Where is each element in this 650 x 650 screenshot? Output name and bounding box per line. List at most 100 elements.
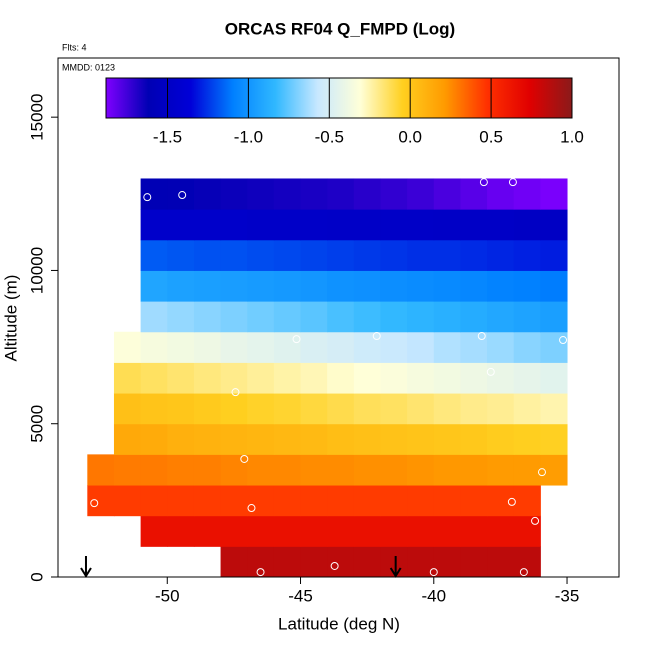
heat-cell [327, 485, 355, 517]
heat-cell [380, 270, 408, 302]
flight-point [559, 336, 568, 345]
heat-cell [353, 301, 381, 333]
heat-cell [460, 270, 488, 302]
heat-cell [433, 362, 461, 394]
colorbar-tick-label: 0.0 [398, 127, 422, 146]
heat-cell [113, 454, 142, 486]
flight-point [292, 335, 301, 344]
x-tick-label: -35 [555, 586, 580, 605]
heat-cell [247, 239, 275, 271]
heat-cell [487, 209, 515, 241]
flight-point [330, 561, 339, 570]
x-tick-label: -40 [421, 586, 446, 605]
heat-cell [353, 239, 381, 271]
heat-cell [513, 515, 541, 547]
heat-cell [300, 393, 328, 425]
heat-cell [220, 393, 248, 425]
heat-cell [167, 331, 195, 363]
heat-cell [513, 301, 541, 333]
heat-cell [513, 239, 541, 271]
flight-point [479, 178, 488, 187]
heat-cell [487, 178, 515, 210]
heat-cell [273, 301, 302, 333]
heat-cell [113, 331, 142, 363]
heat-cell [113, 393, 142, 425]
heat-cell [433, 485, 461, 517]
heat-cell [327, 331, 355, 363]
heat-cell [247, 362, 275, 394]
heat-cell [300, 362, 328, 394]
heat-cell [460, 209, 488, 241]
flight-point [104, 407, 113, 416]
heat-cell [220, 515, 248, 547]
heat-cell [113, 423, 142, 455]
heat-cell [407, 515, 435, 547]
heat-cell [220, 178, 248, 210]
heat-cell [273, 362, 302, 394]
heat-cell [353, 546, 381, 578]
heat-cell [220, 209, 248, 241]
heat-cell [140, 239, 168, 271]
heat-cell [460, 454, 488, 486]
chart-title: ORCAS RF04 Q_FMPD (Log) [225, 19, 455, 38]
heat-cell [113, 485, 142, 517]
heat-cell [140, 393, 168, 425]
heat-cell [407, 362, 435, 394]
colorbar-tick-label: 0.5 [479, 127, 503, 146]
heat-cell [300, 239, 328, 271]
arrow [389, 556, 402, 578]
heat-cell [460, 393, 488, 425]
heat-cell [247, 301, 275, 333]
heat-cell [540, 209, 568, 241]
heat-cell [433, 393, 461, 425]
heat-cell [247, 209, 275, 241]
subtitle: Flts: 4 [62, 42, 87, 52]
heat-cell [407, 209, 435, 241]
heat-cell [193, 331, 222, 363]
heat-cell [487, 393, 515, 425]
heat-cell [300, 423, 328, 455]
heat-cell [247, 393, 275, 425]
heat-cell [487, 485, 515, 517]
heat-cell [300, 515, 328, 547]
heat-cell [87, 454, 115, 486]
heat-cell [540, 239, 568, 271]
heat-cell [220, 301, 248, 333]
heat-cell [327, 546, 355, 578]
heat-cell [167, 270, 195, 302]
heat-cell [380, 301, 408, 333]
heat-cell [380, 454, 408, 486]
heat-cell [407, 393, 435, 425]
heat-cell [487, 239, 515, 271]
heat-cell [380, 485, 408, 517]
heat-cell [353, 270, 381, 302]
heat-cell [353, 178, 381, 210]
flight-point [573, 178, 582, 187]
heat-cell [273, 270, 302, 302]
heat-cell [193, 393, 222, 425]
heat-cell [513, 331, 541, 363]
heat-cell [407, 270, 435, 302]
heat-cell [327, 362, 355, 394]
heat-cell [327, 301, 355, 333]
heat-cell [460, 546, 488, 578]
heat-cell [247, 270, 275, 302]
heat-cell [273, 485, 302, 517]
heat-cell [220, 485, 248, 517]
heat-cell [113, 362, 142, 394]
flight-point [519, 568, 528, 577]
heat-cell [540, 362, 568, 394]
x-tick-label: -50 [155, 586, 180, 605]
colorbar-tick-label: 1.0 [560, 127, 584, 146]
heat-cell [273, 178, 302, 210]
heat-cell [513, 423, 541, 455]
heat-cell [140, 362, 168, 394]
heat-cell [460, 331, 488, 363]
flight-point [531, 516, 540, 525]
y-tick-label: 10000 [27, 247, 46, 294]
heat-cell [513, 393, 541, 425]
heat-cell [220, 331, 248, 363]
heat-cell [247, 331, 275, 363]
heat-cell [167, 515, 195, 547]
heat-cell [380, 239, 408, 271]
